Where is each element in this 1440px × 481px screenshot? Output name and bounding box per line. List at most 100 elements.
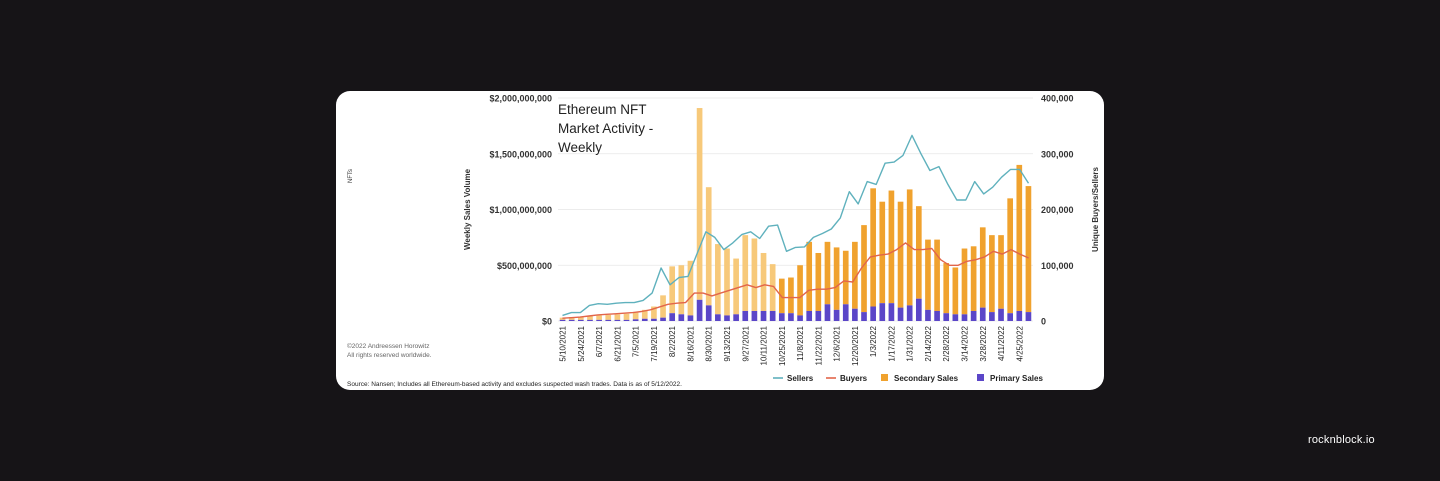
- y2-tick-label: 200,000: [1041, 205, 1074, 215]
- secondary-sales-bar: [888, 190, 895, 304]
- secondary-sales-bar: [970, 246, 977, 311]
- secondary-sales-bar: [669, 266, 676, 314]
- primary-sales-bar: [970, 310, 977, 321]
- secondary-sales-bar: [870, 188, 876, 307]
- secondary-sales-bar: [623, 313, 630, 320]
- primary-sales-bar: [715, 314, 721, 321]
- x-tick-label: 3/28/2022: [979, 325, 988, 361]
- x-tick-label: 12/20/2021: [851, 325, 860, 366]
- primary-sales-bar: [934, 310, 940, 321]
- secondary-sales-bar: [742, 235, 749, 311]
- x-tick-label: 8/30/2021: [705, 325, 714, 361]
- primary-sales-bar: [998, 308, 1004, 321]
- primary-sales-bar: [769, 310, 776, 321]
- legend-swatch: [977, 374, 984, 381]
- x-tick-label: 1/31/2022: [906, 325, 915, 361]
- primary-sales-bar: [678, 314, 685, 321]
- secondary-sales-bar: [943, 263, 950, 314]
- copyright-line: All rights reserved worldwide.: [347, 352, 432, 359]
- primary-sales-bar: [888, 303, 895, 321]
- legend-swatch: [881, 374, 888, 381]
- primary-sales-bar: [641, 318, 648, 321]
- x-tick-label: 2/14/2022: [924, 325, 933, 361]
- y2-tick-label: 300,000: [1041, 149, 1074, 159]
- x-tick-label: 11/8/2021: [796, 325, 805, 361]
- x-tick-label: 4/11/2022: [997, 325, 1006, 361]
- secondary-sales-bar: [705, 187, 712, 306]
- secondary-sales-bar: [578, 316, 584, 320]
- x-tick-label: 1/17/2022: [887, 325, 896, 361]
- primary-sales-bar: [705, 305, 712, 321]
- secondary-sales-bar: [852, 241, 858, 309]
- secondary-sales-bar: [651, 306, 657, 319]
- secondary-sales-bar: [915, 206, 922, 299]
- secondary-sales-bar: [641, 309, 648, 319]
- primary-sales-bar: [724, 315, 730, 321]
- x-tick-label: 10/25/2021: [778, 325, 787, 366]
- secondary-sales-bar: [696, 108, 703, 300]
- side-label: NFTs: [348, 169, 354, 183]
- primary-sales-bar: [1007, 313, 1013, 321]
- primary-sales-bar: [1025, 312, 1032, 321]
- sellers-line: [562, 134, 1030, 317]
- primary-sales-bar: [587, 319, 593, 321]
- secondary-sales-bar: [815, 252, 822, 311]
- primary-sales-bar: [742, 310, 749, 321]
- primary-sales-bar: [760, 310, 767, 321]
- chart-title: Ethereum NFT Market Activity - Weekly: [558, 102, 654, 155]
- x-tick-label: 6/21/2021: [613, 325, 622, 361]
- x-tick-label: 8/2/2021: [668, 325, 677, 357]
- secondary-sales-bar: [587, 315, 593, 320]
- chart-card: $0 0 $500,000,000 100,000 $1,000,000,000 200,…: [336, 91, 1104, 390]
- y-tick-label: $1,000,000,000: [489, 205, 552, 215]
- secondary-sales-bar: [842, 250, 849, 305]
- secondary-sales-bar: [733, 258, 739, 315]
- primary-sales-bar: [568, 319, 575, 321]
- source-note: Source: Nansen; Includes all Ethereum-ba…: [347, 381, 682, 388]
- primary-sales-bar: [632, 319, 639, 321]
- x-tick-label: 2/28/2022: [942, 325, 951, 361]
- secondary-sales-bar: [879, 201, 886, 304]
- primary-sales-bar: [669, 313, 676, 321]
- primary-sales-bar: [979, 307, 986, 321]
- primary-sales-bar: [961, 314, 968, 321]
- primary-sales-bar: [1016, 310, 1023, 321]
- x-tick-label: 8/16/2021: [686, 325, 695, 361]
- primary-sales-bar: [614, 319, 621, 321]
- y-tick-label: $0: [542, 317, 552, 327]
- primary-sales-bar: [824, 304, 831, 321]
- primary-sales-bar: [952, 314, 959, 321]
- x-tick-label: 7/19/2021: [650, 325, 659, 361]
- primary-sales-bar: [861, 312, 867, 321]
- secondary-sales-bar: [632, 312, 639, 320]
- brand-watermark[interactable]: rocknblock.io: [1308, 434, 1375, 446]
- secondary-sales-bar: [596, 315, 602, 320]
- secondary-sales-bar: [989, 235, 995, 313]
- primary-sales-bar: [651, 318, 657, 321]
- x-tick-label: 9/13/2021: [723, 325, 732, 361]
- primary-sales-bar: [815, 310, 822, 321]
- primary-sales-bar: [842, 304, 849, 321]
- buyers-line: [562, 242, 1029, 319]
- secondary-sales-bar: [1007, 198, 1013, 314]
- secondary-sales-bar: [751, 238, 758, 311]
- x-tick-label: 9/27/2021: [741, 325, 750, 361]
- secondary-sales-bar: [614, 314, 621, 320]
- legend-label: Primary Sales: [990, 374, 1043, 383]
- primary-sales-bar: [559, 319, 566, 321]
- primary-sales-bar: [806, 310, 813, 321]
- secondary-sales-bar: [833, 247, 840, 310]
- x-tick-label: 4/25/2022: [1015, 325, 1024, 361]
- x-tick-label: 3/14/2022: [960, 325, 969, 361]
- x-tick-label: 12/6/2021: [833, 325, 842, 361]
- primary-sales-bar: [989, 312, 995, 321]
- secondary-sales-bar: [760, 252, 767, 311]
- y2-axis-title: Unique Buyers/Sellers: [1091, 166, 1100, 251]
- y-tick-label: $1,500,000,000: [489, 149, 552, 159]
- secondary-sales-bar: [806, 241, 813, 311]
- secondary-sales-bar: [961, 248, 968, 315]
- secondary-sales-bar: [979, 227, 986, 308]
- legend-label: Buyers: [840, 374, 868, 383]
- x-tick-label: 7/5/2021: [632, 325, 641, 357]
- secondary-sales-bar: [925, 239, 931, 310]
